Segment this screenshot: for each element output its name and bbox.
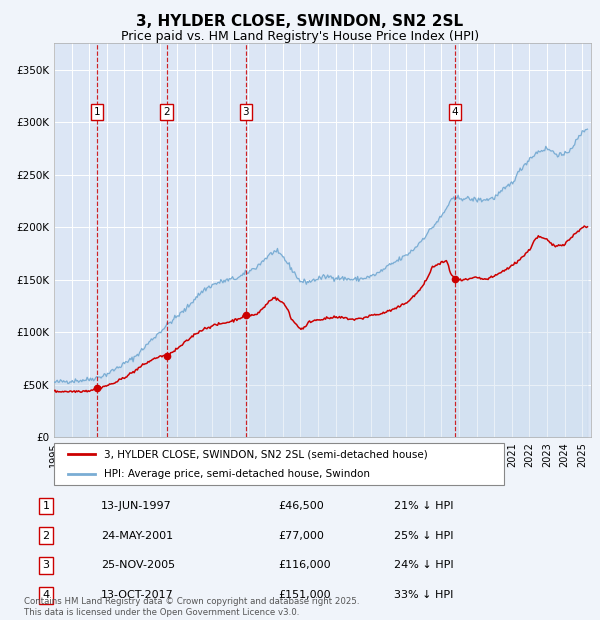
Text: 33% ↓ HPI: 33% ↓ HPI [394, 590, 453, 600]
Text: Contains HM Land Registry data © Crown copyright and database right 2025.
This d: Contains HM Land Registry data © Crown c… [24, 598, 359, 617]
Text: £151,000: £151,000 [278, 590, 331, 600]
FancyBboxPatch shape [54, 443, 504, 485]
Text: 4: 4 [452, 107, 458, 117]
Text: 13-OCT-2017: 13-OCT-2017 [101, 590, 174, 600]
Text: 3: 3 [43, 560, 50, 570]
Text: 2: 2 [163, 107, 170, 117]
Text: 24% ↓ HPI: 24% ↓ HPI [394, 560, 454, 570]
Text: 24-MAY-2001: 24-MAY-2001 [101, 531, 173, 541]
Text: 21% ↓ HPI: 21% ↓ HPI [394, 501, 454, 511]
Text: 1: 1 [94, 107, 100, 117]
Text: 2: 2 [43, 531, 50, 541]
Text: Price paid vs. HM Land Registry's House Price Index (HPI): Price paid vs. HM Land Registry's House … [121, 30, 479, 43]
Text: 4: 4 [43, 590, 50, 600]
Text: 1: 1 [43, 501, 50, 511]
Text: £77,000: £77,000 [278, 531, 324, 541]
Text: 3: 3 [242, 107, 249, 117]
Text: 13-JUN-1997: 13-JUN-1997 [101, 501, 172, 511]
Text: 25-NOV-2005: 25-NOV-2005 [101, 560, 175, 570]
Text: HPI: Average price, semi-detached house, Swindon: HPI: Average price, semi-detached house,… [104, 469, 370, 479]
Text: 25% ↓ HPI: 25% ↓ HPI [394, 531, 454, 541]
Text: £116,000: £116,000 [278, 560, 331, 570]
Text: 3, HYLDER CLOSE, SWINDON, SN2 2SL: 3, HYLDER CLOSE, SWINDON, SN2 2SL [136, 14, 464, 29]
Text: £46,500: £46,500 [278, 501, 323, 511]
Text: 3, HYLDER CLOSE, SWINDON, SN2 2SL (semi-detached house): 3, HYLDER CLOSE, SWINDON, SN2 2SL (semi-… [104, 450, 427, 459]
